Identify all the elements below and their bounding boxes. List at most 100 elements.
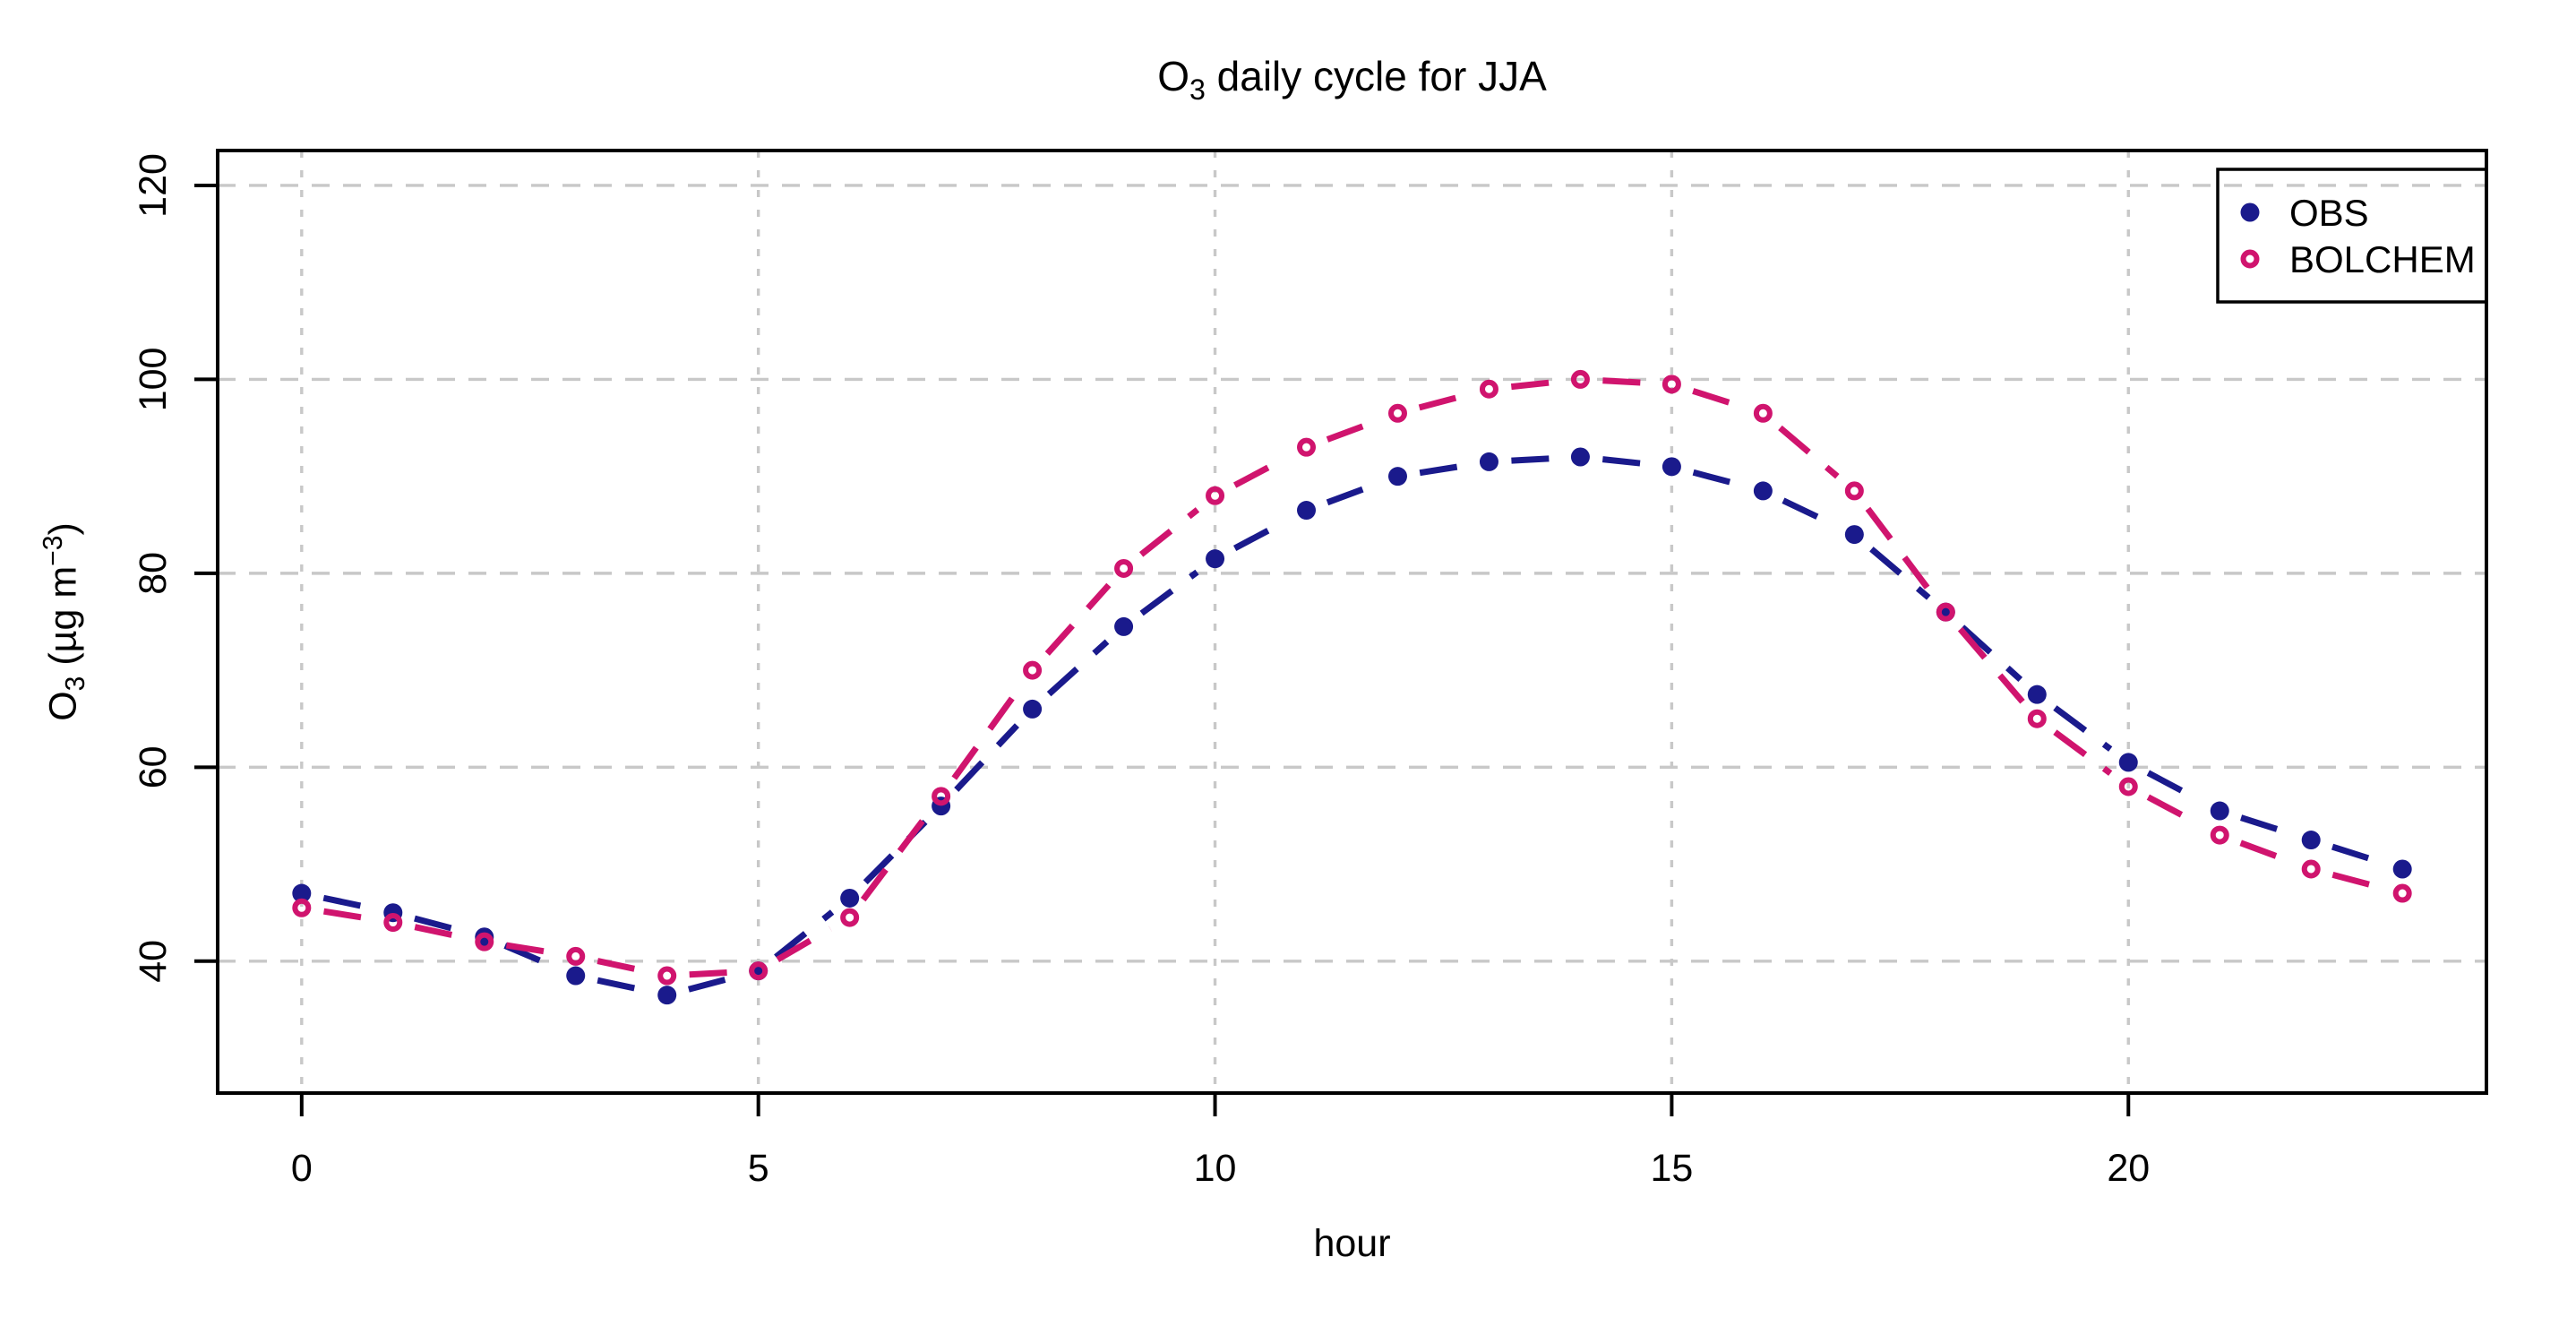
chart-title-text: O xyxy=(1157,53,1189,99)
series-bolchem-marker xyxy=(383,913,403,933)
series-bolchem-segment xyxy=(414,924,464,941)
series-obs-segment xyxy=(1419,461,1468,477)
series-bolchem-marker xyxy=(1297,437,1317,457)
series-obs-segment xyxy=(2146,770,2202,804)
y-tick-label: 40 xyxy=(132,940,175,983)
series-bolchem-segment xyxy=(505,942,554,956)
series-bolchem-segment xyxy=(689,969,736,978)
legend-marker-bolchem xyxy=(2240,249,2260,269)
legend-label-obs: OBS xyxy=(2289,192,2369,234)
y-tick-label: 120 xyxy=(132,153,175,218)
legend-label-bolchem: BOLCHEM xyxy=(2289,238,2476,280)
series-obs-marker xyxy=(1297,501,1317,521)
series-bolchem-segment xyxy=(1326,418,1378,443)
series-bolchem-marker xyxy=(1753,403,1773,423)
series-bolchem-segment xyxy=(2053,729,2113,776)
series-bolchem-segment xyxy=(1602,377,1650,387)
series-obs-marker xyxy=(292,883,312,903)
y-tick-label: 80 xyxy=(132,552,175,595)
series-obs-marker xyxy=(2392,859,2412,879)
series-bolchem-segment xyxy=(2146,794,2202,828)
x-tick-label: 0 xyxy=(291,1147,313,1190)
series-bolchem-marker xyxy=(2027,709,2047,728)
series-obs-marker xyxy=(1662,457,1681,477)
series-bolchem-marker xyxy=(566,946,586,966)
y-tick-label: 60 xyxy=(132,745,175,788)
series-bolchem-marker xyxy=(292,898,312,917)
series-obs-marker xyxy=(1023,699,1043,719)
series-bolchem-segment xyxy=(1418,392,1469,411)
series-bolchem-marker xyxy=(1114,558,1134,578)
series-bolchem-marker xyxy=(1844,481,1864,501)
series-obs-marker xyxy=(1479,452,1498,471)
series-obs-segment xyxy=(1511,454,1558,464)
series-bolchem-marker xyxy=(2301,859,2321,879)
series-bolchem-marker xyxy=(1662,375,1681,394)
x-tick-label: 15 xyxy=(1650,1147,1693,1190)
series-bolchem-marker xyxy=(932,787,951,806)
legend-box xyxy=(2216,168,2488,304)
x-tick-label: 20 xyxy=(2107,1147,2150,1190)
series-obs-segment xyxy=(1692,469,1743,488)
x-axis-title: hour xyxy=(1313,1222,1391,1265)
series-obs-segment xyxy=(1869,547,1931,600)
series-bolchem-segment xyxy=(951,686,1022,780)
series-obs-segment xyxy=(322,894,373,911)
series-bolchem-segment xyxy=(1692,388,1743,410)
chart-title-rest: daily cycle for JJA xyxy=(1205,53,1547,99)
series-bolchem-segment xyxy=(860,812,931,902)
series-bolchem-segment xyxy=(322,908,372,923)
y-tick-label: 100 xyxy=(132,348,175,412)
series-obs-segment xyxy=(2239,814,2291,837)
series-obs-marker xyxy=(2027,685,2047,704)
series-obs-segment xyxy=(597,977,646,994)
x-tick-label: 10 xyxy=(1194,1147,1237,1190)
series-obs-marker xyxy=(2210,801,2229,821)
series-obs-segment xyxy=(774,909,835,960)
series-obs-marker xyxy=(1844,525,1864,545)
series-obs-marker xyxy=(1753,481,1773,501)
series-bolchem-segment xyxy=(1232,454,1289,488)
series-bolchem-marker xyxy=(1936,602,1955,622)
series-obs-marker xyxy=(840,888,860,908)
series-obs-segment xyxy=(954,723,1019,792)
series-bolchem-segment xyxy=(776,926,832,963)
series-bolchem-segment xyxy=(1778,425,1840,479)
series-obs-marker xyxy=(657,986,677,1005)
series-obs-segment xyxy=(2053,705,2113,752)
series-obs-marker xyxy=(566,966,586,986)
series-obs-marker xyxy=(1114,616,1134,636)
series-obs-marker xyxy=(2301,831,2321,850)
series-obs-segment xyxy=(1782,497,1836,528)
series-bolchem-segment xyxy=(597,958,646,975)
series-obs-marker xyxy=(2118,753,2138,772)
chart-title-subscript: 3 xyxy=(1189,73,1206,107)
series-bolchem-marker xyxy=(749,961,769,981)
series-bolchem-marker xyxy=(2392,883,2412,903)
series-bolchem-marker xyxy=(840,908,860,927)
series-bolchem-segment xyxy=(1510,378,1558,391)
chart-title: O3 daily cycle for JJA xyxy=(218,54,2486,107)
series-bolchem-segment xyxy=(2331,872,2382,891)
series-obs-segment xyxy=(687,973,738,993)
series-bolchem-segment xyxy=(1138,507,1200,557)
series-obs-marker xyxy=(1570,447,1590,467)
series-bolchem-marker xyxy=(1479,379,1498,399)
series-obs-marker xyxy=(1387,467,1407,486)
series-bolchem-segment xyxy=(1865,506,1936,597)
series-bolchem-marker xyxy=(1387,403,1407,423)
series-obs-segment xyxy=(1326,481,1378,506)
series-obs-segment xyxy=(1601,456,1650,468)
series-obs-marker xyxy=(1206,549,1225,569)
series-obs-segment xyxy=(2331,843,2383,865)
series-bolchem-segment xyxy=(1957,626,2025,704)
series-obs-segment xyxy=(1232,518,1289,552)
series-bolchem-marker xyxy=(657,966,677,986)
series-obs-segment xyxy=(1139,569,1199,616)
y-axis-title: O3 (µg m−3) xyxy=(38,522,90,721)
series-obs-segment xyxy=(1960,624,2023,683)
series-obs-segment xyxy=(1046,639,1110,697)
x-tick-label: 5 xyxy=(748,1147,769,1190)
series-bolchem-marker xyxy=(1023,660,1043,680)
